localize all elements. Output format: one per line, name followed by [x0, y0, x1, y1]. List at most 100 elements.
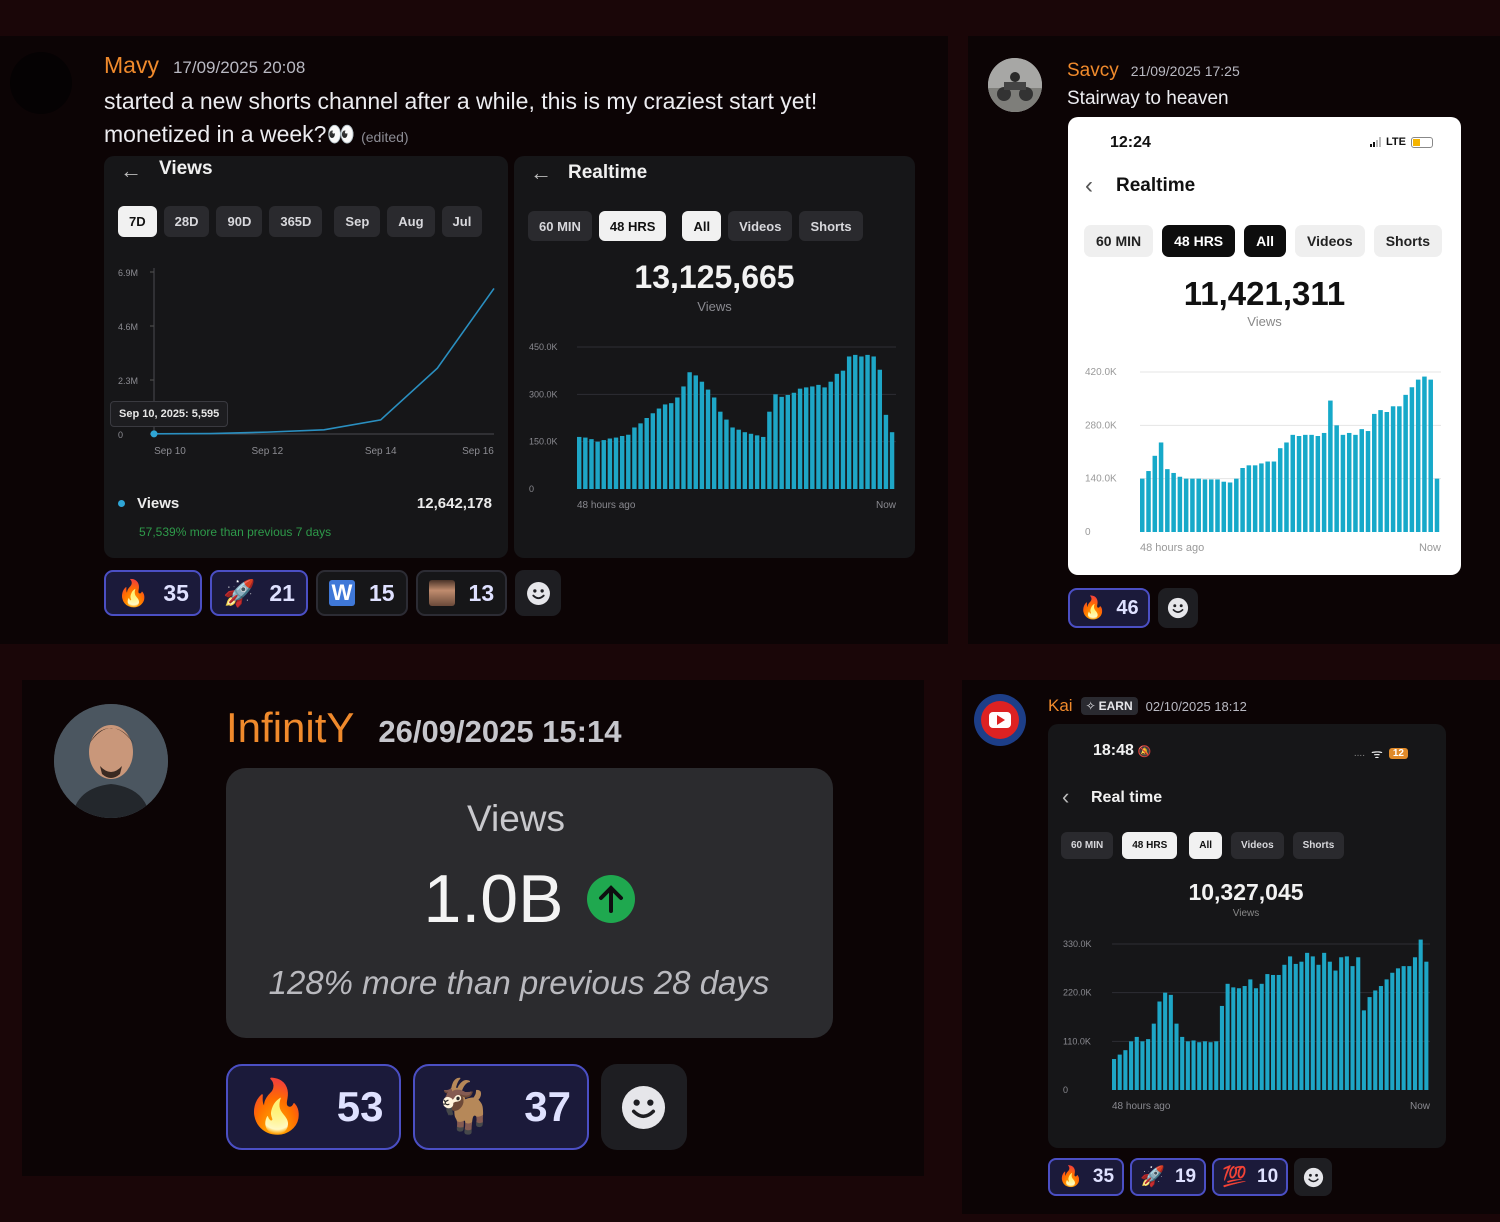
reaction-button[interactable]: 🔥 35 [104, 570, 202, 616]
bar [687, 372, 692, 489]
reaction-button[interactable]: 🐐 37 [413, 1064, 589, 1150]
author-name[interactable]: Mavy [104, 52, 159, 78]
comparison-text: 128% more than previous 28 days [268, 964, 770, 1001]
reactions-row: 🔥 46 [1068, 588, 1198, 628]
filter-pill-48-hrs[interactable]: 48 HRS [598, 211, 667, 241]
back-arrow-icon[interactable]: ← [120, 158, 142, 183]
back-chevron-icon[interactable]: ‹ [1085, 172, 1093, 199]
x-tick-label: Sep 12 [251, 446, 283, 457]
reaction-button[interactable]: 13 [415, 570, 508, 616]
bar [626, 434, 631, 489]
sparkle-icon: ✧ [1085, 699, 1096, 713]
reaction-count: 35 [1092, 1166, 1115, 1187]
filter-pill-videos[interactable]: Videos [1295, 225, 1365, 257]
fire-emoji-icon: 🔥 [1058, 1166, 1083, 1188]
range-tab-28d[interactable]: 28D [163, 206, 210, 237]
bar [748, 433, 754, 489]
filter-pill-all[interactable]: All [682, 211, 722, 241]
reaction-button[interactable]: 🚀 19 [1130, 1158, 1207, 1196]
reaction-count: 53 [336, 1083, 384, 1130]
filter-pill-all[interactable]: All [1189, 832, 1223, 859]
range-tab-90d[interactable]: 90D [216, 206, 263, 237]
bar [846, 356, 852, 489]
bar [1288, 956, 1293, 1090]
data-point[interactable] [150, 430, 158, 438]
y-tick-label: 0 [1085, 527, 1091, 538]
bar [1202, 479, 1208, 532]
bar [1384, 412, 1390, 532]
avatar[interactable] [974, 694, 1026, 746]
avatar[interactable] [10, 52, 72, 114]
range-tab-jul[interactable]: Jul [441, 206, 483, 237]
total-views: 10,327,045 [1188, 879, 1304, 905]
bar [638, 423, 643, 489]
bar [1259, 983, 1264, 1090]
reaction-button[interactable]: W 15 [315, 570, 408, 616]
realtime-bar-chart: 0 140.0K 280.0K 420.0K 48 hours ago Now [1085, 367, 1441, 554]
x-end-label: Now [1419, 542, 1441, 554]
reaction-button[interactable]: 💯 10 [1212, 1158, 1289, 1196]
bar [785, 394, 790, 489]
author-name[interactable]: Kai [1048, 696, 1073, 715]
network-label: LTE [1386, 136, 1406, 148]
bar [1282, 964, 1287, 1090]
bar [730, 427, 735, 489]
bar [1265, 974, 1270, 1090]
server-tag[interactable]: ✧ EARN [1080, 697, 1138, 715]
filter-pill-shorts[interactable]: Shorts [1292, 832, 1345, 859]
bar [1367, 997, 1372, 1090]
author-name[interactable]: InfinitY [226, 704, 355, 751]
filter-pill-videos[interactable]: Videos [1231, 832, 1284, 859]
reaction-button[interactable]: 🔥 46 [1068, 588, 1150, 628]
bar [1339, 957, 1344, 1090]
range-tab-sep[interactable]: Sep [334, 206, 381, 237]
back-arrow-icon[interactable]: ← [530, 160, 552, 185]
filter-pill-videos[interactable]: Videos [728, 211, 793, 241]
legend-label: Views [137, 495, 180, 512]
bar [853, 354, 858, 489]
back-chevron-icon[interactable]: ‹ [1062, 784, 1070, 809]
filter-pill-shorts[interactable]: Shorts [799, 211, 863, 241]
bar [1397, 406, 1402, 532]
filter-pill-48-hrs[interactable]: 48 HRS [1162, 225, 1236, 257]
bar [1378, 986, 1383, 1090]
bar [1356, 957, 1361, 1090]
reaction-count: 15 [368, 579, 395, 606]
filter-pill-60-min[interactable]: 60 MIN [1084, 225, 1154, 257]
bar [613, 437, 619, 489]
bar [1373, 990, 1378, 1090]
bar [1322, 952, 1327, 1090]
filter-pill-60-min[interactable]: 60 MIN [528, 211, 592, 241]
filter-pill-60-min[interactable]: 60 MIN [1061, 832, 1114, 859]
range-tab-7d[interactable]: 7D [118, 206, 157, 237]
up-arrow-icon [587, 875, 636, 923]
status-time: 18:48 [1093, 742, 1134, 759]
avatar[interactable] [54, 704, 168, 818]
add-reaction-button[interactable] [1294, 1158, 1333, 1196]
add-reaction-button[interactable] [600, 1064, 687, 1150]
filter-pill-48-hrs[interactable]: 48 HRS [1122, 832, 1178, 859]
bar [705, 389, 711, 489]
realtime-filters: 60 MIN 48 HRS All Videos Shorts [528, 211, 863, 241]
reaction-button[interactable]: 🚀 21 [209, 570, 308, 616]
range-tab-365d[interactable]: 365D [269, 206, 323, 237]
filter-pill-all[interactable]: All [1244, 225, 1287, 257]
bar [1299, 961, 1304, 1090]
avatar[interactable] [988, 58, 1042, 112]
range-tab-aug[interactable]: Aug [387, 206, 435, 237]
add-reaction-button[interactable] [515, 570, 562, 616]
author-name[interactable]: Savcy [1067, 60, 1119, 81]
filter-pill-shorts[interactable]: Shorts [1373, 225, 1443, 257]
bar [1157, 1001, 1162, 1090]
bar [742, 432, 748, 489]
series-line-views [153, 287, 495, 435]
reaction-button[interactable]: 🔥 35 [1048, 1158, 1125, 1196]
bar [619, 435, 625, 489]
bar [681, 386, 686, 489]
bar [632, 427, 637, 489]
bar [675, 397, 680, 489]
bar [1151, 1023, 1156, 1090]
add-reaction-button[interactable] [1157, 588, 1198, 628]
bar [1340, 434, 1346, 532]
reaction-button[interactable]: 🔥 53 [226, 1064, 402, 1150]
